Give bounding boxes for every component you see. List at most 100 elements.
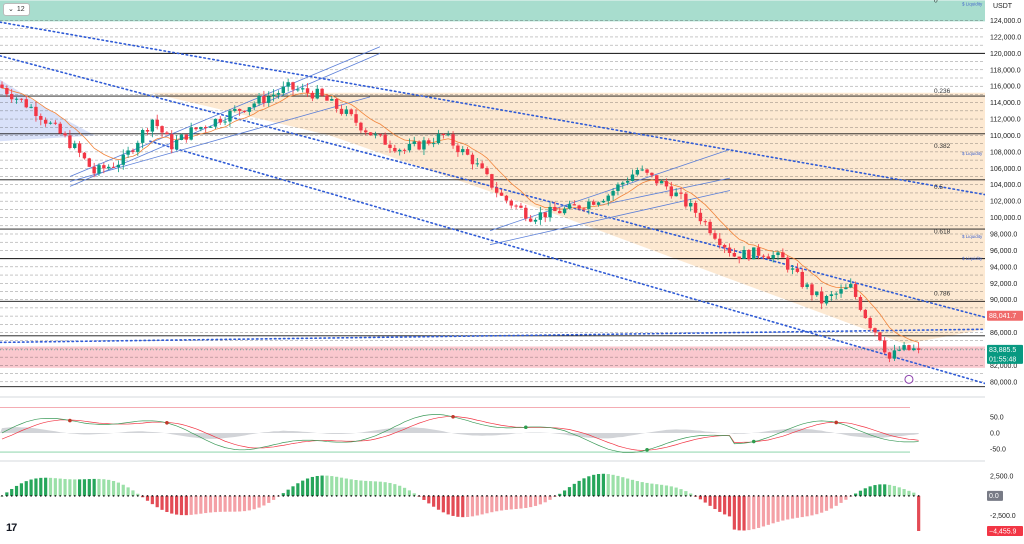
candle-body bbox=[499, 192, 504, 196]
histogram-bar bbox=[393, 484, 397, 496]
zero-line-dot bbox=[389, 494, 391, 497]
zero-line-dot bbox=[69, 494, 71, 497]
zero-line-dot bbox=[199, 494, 202, 497]
histogram-bar bbox=[155, 495, 159, 508]
zero-line-dot bbox=[136, 494, 139, 497]
candle-body bbox=[281, 86, 285, 94]
candle-body bbox=[344, 109, 349, 114]
zero-line-dot bbox=[558, 494, 561, 497]
price-tick-label: 124,000.0 bbox=[990, 18, 1021, 25]
histogram-bar bbox=[611, 474, 615, 496]
candle-body bbox=[267, 96, 271, 103]
countdown-label: 01:55:48 bbox=[989, 356, 1016, 363]
histogram-bar bbox=[10, 488, 14, 496]
histogram-bar bbox=[829, 495, 833, 509]
candle-body bbox=[480, 163, 484, 169]
chevron-down-icon: ⌄ bbox=[8, 6, 14, 13]
crossover-dot bbox=[645, 448, 649, 452]
candle-body bbox=[10, 94, 14, 100]
crossover-dot bbox=[165, 421, 169, 425]
histogram-last-tag-bg bbox=[987, 525, 1023, 536]
zero-line-dot bbox=[655, 494, 658, 497]
interval-button[interactable]: ⌄ 12 bbox=[3, 3, 30, 16]
candle-body bbox=[790, 268, 795, 270]
candle-body bbox=[708, 221, 712, 234]
histogram-bar bbox=[727, 495, 732, 517]
liquidity-label: $ Liquidity bbox=[962, 2, 983, 7]
histogram-bar bbox=[863, 488, 867, 496]
candle-body bbox=[761, 255, 766, 257]
zero-line-dot bbox=[345, 494, 348, 497]
candle-body bbox=[853, 284, 858, 297]
histogram-bar bbox=[267, 495, 271, 503]
candle-body bbox=[819, 291, 824, 304]
price-tick-label: 122,000.0 bbox=[990, 34, 1021, 41]
histogram-bar bbox=[208, 495, 213, 513]
candle-body bbox=[810, 284, 814, 296]
histogram-bar bbox=[373, 481, 378, 496]
candle-body bbox=[165, 132, 169, 135]
histogram-bar bbox=[490, 495, 494, 513]
candle-body bbox=[892, 350, 897, 359]
zero-line-dot bbox=[287, 494, 290, 497]
histogram-bar bbox=[412, 493, 416, 496]
candle-body bbox=[58, 123, 62, 134]
candle-body bbox=[34, 106, 38, 117]
histogram-bar bbox=[436, 495, 441, 510]
zero-line-dot bbox=[98, 494, 100, 497]
candle-body bbox=[689, 202, 693, 207]
zero-line-dot bbox=[161, 494, 163, 497]
histogram-bar bbox=[68, 479, 72, 496]
zero-line-dot bbox=[495, 494, 498, 497]
zero-line-dot bbox=[427, 494, 430, 497]
histogram-bar bbox=[179, 495, 184, 516]
zero-line-dot bbox=[554, 494, 556, 497]
candle-body bbox=[271, 94, 276, 97]
zero-line-dot bbox=[418, 494, 420, 497]
candle-body bbox=[160, 126, 164, 133]
candle-body bbox=[48, 122, 53, 124]
candle-body bbox=[354, 114, 358, 123]
zero-line-dot bbox=[806, 494, 808, 497]
candle-body bbox=[737, 256, 741, 260]
zero-line-dot bbox=[738, 494, 741, 497]
candle-body bbox=[286, 82, 290, 87]
zero-line-dot bbox=[166, 494, 168, 497]
price-tick-label: 110,000.0 bbox=[990, 133, 1021, 140]
zero-line-dot bbox=[500, 494, 503, 497]
zero-line-dot bbox=[44, 494, 47, 497]
zero-line-dot bbox=[835, 494, 838, 497]
histogram-bar bbox=[883, 484, 887, 496]
crossover-dot bbox=[68, 418, 72, 423]
candle-body bbox=[388, 144, 392, 148]
zero-line-dot bbox=[360, 494, 362, 497]
candle-body bbox=[436, 133, 441, 144]
osc-difference-area bbox=[0, 427, 919, 439]
histogram-bar bbox=[655, 484, 659, 496]
candle-body bbox=[334, 98, 339, 109]
zero-line-dot bbox=[563, 494, 566, 497]
candle-body bbox=[179, 134, 184, 140]
histogram-bar bbox=[587, 476, 591, 496]
histogram-bar bbox=[150, 495, 154, 505]
histogram-bar bbox=[752, 495, 756, 530]
candle-body bbox=[291, 82, 295, 90]
histogram-bar bbox=[805, 495, 809, 517]
zero-line-dot bbox=[743, 494, 745, 497]
zero-line-dot bbox=[757, 494, 760, 497]
histogram-bar bbox=[854, 493, 858, 496]
last-price-tag: 83,885.5 bbox=[989, 347, 1016, 354]
candle-body bbox=[247, 107, 252, 112]
candle-body bbox=[800, 271, 804, 287]
histogram-bar bbox=[97, 478, 101, 496]
zero-line-dot bbox=[146, 494, 149, 497]
descending-trendline-mid bbox=[0, 55, 1024, 329]
candle-body bbox=[495, 187, 499, 193]
zero-line-dot bbox=[466, 494, 469, 497]
candle-body bbox=[145, 130, 150, 132]
level-price-tag-bg bbox=[987, 310, 1023, 321]
zero-line-dot bbox=[733, 494, 736, 497]
zero-line-dot bbox=[883, 494, 886, 497]
candle-body bbox=[136, 142, 140, 152]
